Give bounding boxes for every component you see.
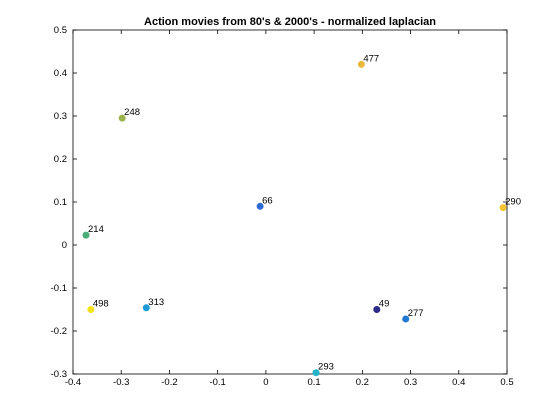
data-point	[118, 114, 126, 122]
x-tick-label: 0.5	[500, 377, 513, 388]
y-tick-label: 0	[62, 240, 67, 251]
data-point	[357, 60, 365, 68]
y-tick-label: -0.3	[51, 369, 67, 380]
x-tick-label: 0	[263, 377, 268, 388]
x-tick-label: -0.2	[161, 377, 177, 388]
data-point	[142, 304, 150, 312]
y-tick-label: 0.4	[54, 68, 67, 79]
y-tick-label: 0.3	[54, 111, 67, 122]
point-label: 66	[262, 195, 273, 206]
data-point	[402, 315, 410, 323]
y-tick-label: 0.1	[54, 197, 67, 208]
data-point	[87, 306, 95, 313]
point-label: 293	[318, 362, 334, 373]
data-point	[312, 369, 320, 377]
y-tick-label: -0.2	[51, 326, 67, 337]
chart-title: Action movies from 80's & 2000's - norma…	[144, 16, 436, 28]
x-tick-label: 0.1	[308, 377, 321, 388]
y-tick-label: -0.1	[51, 283, 67, 294]
x-tick-label: 0.4	[452, 377, 465, 388]
point-label: 498	[93, 299, 109, 310]
x-tick-label: 0.2	[356, 377, 369, 388]
point-label: 290	[505, 197, 521, 208]
x-tick-label: -0.1	[209, 377, 225, 388]
y-tick-label: 0.2	[54, 154, 67, 165]
data-points: 477 248 66 290 214 498 313 49 277 293	[82, 53, 521, 377]
point-label: 313	[148, 297, 164, 308]
data-point	[256, 202, 264, 210]
point-label: 214	[88, 224, 104, 235]
plot-area	[72, 29, 508, 375]
y-axis: -0.3 -0.2 -0.1 0 0.1 0.2 0.3 0.4 0.5	[51, 25, 507, 380]
x-tick-label: 0.3	[404, 377, 417, 388]
point-label: 248	[124, 107, 140, 118]
x-axis: -0.4 -0.3 -0.2 -0.1 0 0.1 0.2 0.3 0.4 0.5	[65, 30, 514, 388]
data-point	[373, 306, 381, 313]
x-tick-label: -0.3	[113, 377, 129, 388]
data-point	[82, 231, 90, 239]
point-label: 277	[408, 308, 424, 319]
point-label: 49	[379, 299, 390, 310]
data-point	[499, 204, 507, 212]
y-tick-label: 0.5	[54, 25, 67, 36]
point-label: 477	[363, 53, 379, 64]
x-tick-label: -0.4	[65, 377, 81, 388]
